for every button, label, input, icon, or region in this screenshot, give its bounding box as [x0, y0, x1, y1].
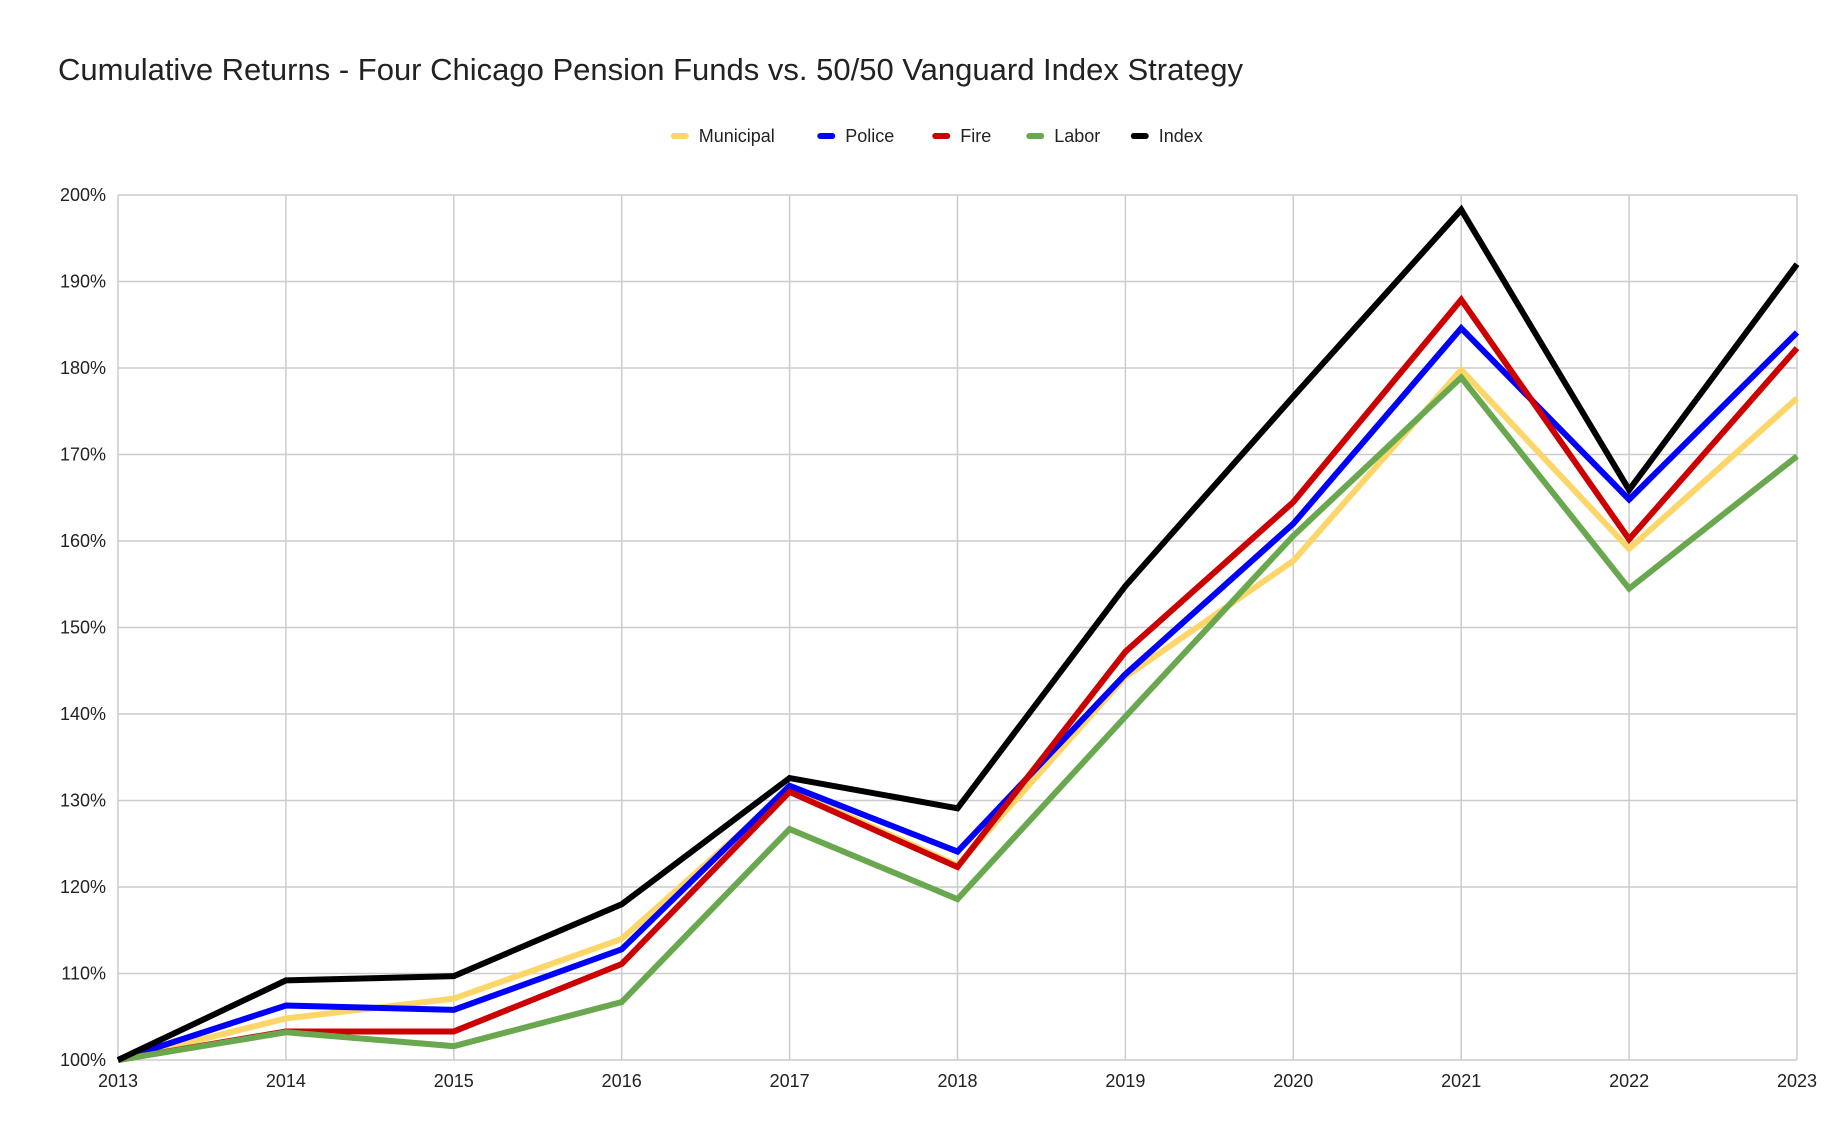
legend-label: Fire: [960, 126, 991, 146]
legend-item-fire: Fire: [932, 126, 991, 146]
x-axis-tick-labels: 2013 2014 2015 2016 2017 2018 2019 2020 2021 2022…: [98, 1071, 1817, 1091]
y-axis-tick-labels: 100% 110% 120% 130% 140% 150% 160% 170% 180% 190%…: [60, 185, 106, 1070]
y-tick-label: 110%: [61, 964, 106, 984]
y-tick-label: 100%: [60, 1050, 106, 1070]
x-tick-label: 2014: [266, 1071, 306, 1091]
legend-swatch: [670, 133, 689, 139]
legend-label: Police: [845, 126, 894, 146]
legend-swatch: [1130, 133, 1149, 139]
x-tick-label: 2023: [1777, 1071, 1817, 1091]
x-tick-label: 2020: [1273, 1071, 1313, 1091]
legend-label: Municipal: [699, 126, 775, 146]
y-tick-label: 170%: [60, 445, 106, 465]
y-tick-label: 150%: [60, 618, 106, 638]
legend-swatch: [817, 133, 836, 139]
legend: Municipal Police Fire Labor Index: [670, 126, 1203, 146]
x-tick-label: 2013: [98, 1071, 138, 1091]
x-tick-label: 2017: [770, 1071, 810, 1091]
series-line-police: [117, 323, 1800, 1063]
y-tick-label: 140%: [60, 704, 106, 724]
legend-item-labor: Labor: [1026, 126, 1100, 146]
series-line-index: [116, 204, 1800, 1063]
grid-lines: [117, 194, 1798, 1061]
x-tick-label: 2016: [602, 1071, 642, 1091]
y-tick-label: 130%: [60, 791, 106, 811]
x-tick-label: 2022: [1609, 1071, 1649, 1091]
x-tick-label: 2019: [1105, 1071, 1145, 1091]
chart-title: Cumulative Returns - Four Chicago Pensio…: [58, 52, 1243, 87]
legend-item-index: Index: [1130, 126, 1203, 146]
legend-item-police: Police: [817, 126, 894, 146]
y-tick-label: 200%: [60, 185, 106, 205]
y-tick-label: 180%: [60, 358, 106, 378]
legend-swatch: [1026, 133, 1045, 139]
x-tick-label: 2018: [937, 1071, 977, 1091]
legend-swatch: [932, 133, 951, 139]
y-tick-label: 160%: [60, 531, 106, 551]
x-tick-label: 2015: [434, 1071, 474, 1091]
y-tick-label: 190%: [60, 272, 106, 292]
legend-label: Index: [1159, 126, 1203, 146]
series-line-labor: [117, 373, 1799, 1063]
series-line-fire: [117, 294, 1800, 1063]
legend-item-municipal: Municipal: [670, 126, 775, 146]
y-tick-label: 120%: [60, 877, 106, 897]
x-tick-label: 2021: [1441, 1071, 1481, 1091]
legend-label: Labor: [1054, 126, 1100, 146]
series-lines: [116, 204, 1800, 1063]
